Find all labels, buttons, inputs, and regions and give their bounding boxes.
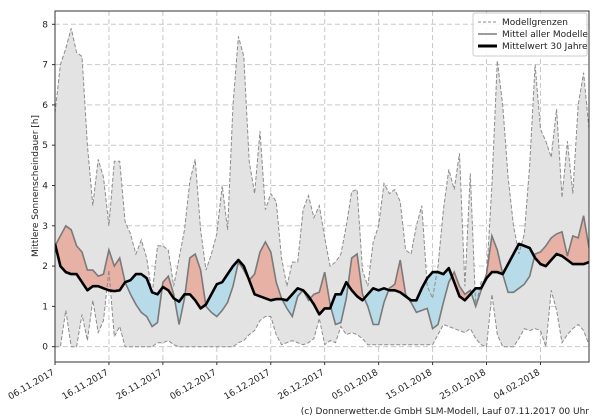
model-upper-bound-line xyxy=(55,28,589,307)
above-average-fill xyxy=(55,215,589,315)
legend-box xyxy=(472,12,588,57)
legend: Modellgrenzen Mittel aller Modelle Mitte… xyxy=(472,12,588,57)
y-axis-label: Mittlere Sonnenscheindauer [h] xyxy=(31,115,41,257)
x-tick-label: 16.12.2017 xyxy=(223,368,273,402)
x-tick-label: 16.11.2017 xyxy=(61,368,111,402)
x-tick-label: 05.01.2018 xyxy=(331,368,381,403)
model-mean-line xyxy=(55,215,589,330)
y-tick-label: 3 xyxy=(42,222,48,232)
x-tick-label: 15.01.2018 xyxy=(384,368,434,403)
plot-area xyxy=(55,28,589,348)
x-tick-label: 26.11.2017 xyxy=(115,368,165,402)
y-tick-label: 1 xyxy=(42,302,48,312)
y-tick-label: 4 xyxy=(42,181,48,191)
y-tick-label: 5 xyxy=(42,141,48,151)
x-tick-label: 06.11.2017 xyxy=(7,368,57,402)
y-tick-label: 2 xyxy=(42,262,48,272)
model-lower-bound-line xyxy=(55,270,589,348)
plot-frame xyxy=(54,10,590,363)
y-axis: 0 1 2 3 4 5 6 7 8 xyxy=(42,20,55,353)
y-tick-label: 6 xyxy=(42,101,48,111)
copyright-footer: (c) Donnerwetter.de GmbH SLM-Modell, Lau… xyxy=(301,407,590,417)
x-tick-label: 04.02.2018 xyxy=(492,368,542,403)
x-tick-label: 26.12.2017 xyxy=(277,368,327,402)
y-tick-label: 0 xyxy=(42,343,48,353)
x-tick-label: 25.01.2018 xyxy=(438,368,488,403)
legend-label-band: Modellgrenzen xyxy=(502,18,568,28)
y-tick-label: 7 xyxy=(42,61,48,71)
legend-label-model: Mittel aller Modelle xyxy=(502,30,588,40)
x-axis: 06.11.2017 16.11.2017 26.11.2017 06.12.2017… xyxy=(7,362,542,402)
y-tick-label: 8 xyxy=(42,20,48,30)
x-tick-label: 06.12.2017 xyxy=(169,368,219,402)
legend-label-climate: Mittelwert 30 Jahre xyxy=(502,42,588,52)
climate-mean-line xyxy=(55,242,589,316)
